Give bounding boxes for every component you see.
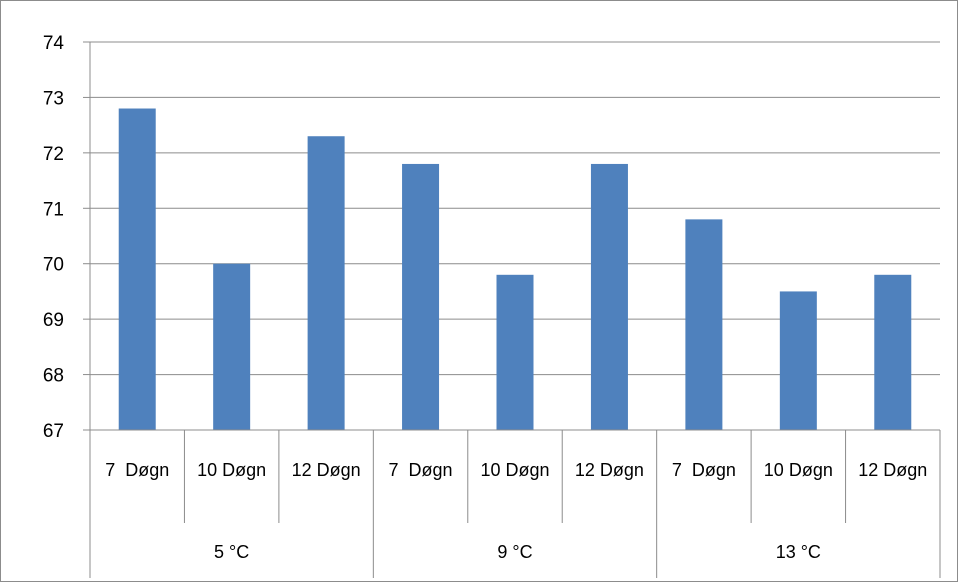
- x-category-label: 10 Døgn: [764, 460, 833, 480]
- x-category-label: 10 Døgn: [480, 460, 549, 480]
- y-tick-label: 72: [43, 144, 64, 165]
- bar: [307, 136, 345, 430]
- bar: [685, 219, 723, 430]
- axes: [83, 41, 941, 578]
- y-tick-label: 74: [43, 33, 65, 54]
- x-category-label: 10 Døgn: [197, 460, 266, 480]
- x-category-label: 12 Døgn: [292, 460, 361, 480]
- bar: [779, 291, 817, 430]
- bar: [874, 274, 912, 430]
- x-group-label: 13 °C: [776, 542, 821, 562]
- x-category-label: 12 Døgn: [858, 460, 927, 480]
- x-group-labels: 5 °C 9 °C 13 °C: [214, 542, 821, 562]
- y-tick-label: 67: [43, 421, 64, 442]
- bar: [213, 263, 251, 430]
- y-tick-label: 71: [43, 199, 64, 220]
- bar: [402, 163, 440, 430]
- x-group-label: 9 °C: [497, 542, 532, 562]
- y-tick-label: 69: [43, 310, 64, 331]
- x-group-label: 5 °C: [214, 542, 249, 562]
- x-category-label: 7 Døgn: [389, 460, 453, 480]
- x-category-labels: 7 Døgn 10 Døgn 12 Døgn 7 Døgn 10 Døgn 12 Døgn…: [105, 460, 927, 480]
- x-category-label: 7 Døgn: [105, 460, 169, 480]
- bars: [118, 108, 912, 430]
- bar: [496, 274, 534, 430]
- bar: [590, 163, 628, 430]
- x-category-label: 12 Døgn: [575, 460, 644, 480]
- x-category-label: 7 Døgn: [672, 460, 736, 480]
- bar: [118, 108, 156, 430]
- y-tick-label: 70: [43, 255, 64, 276]
- y-tick-label: 68: [43, 366, 64, 387]
- y-tick-label: 73: [43, 88, 64, 109]
- y-tick-labels: 67 68 69 70 71 72 73 74: [43, 33, 65, 442]
